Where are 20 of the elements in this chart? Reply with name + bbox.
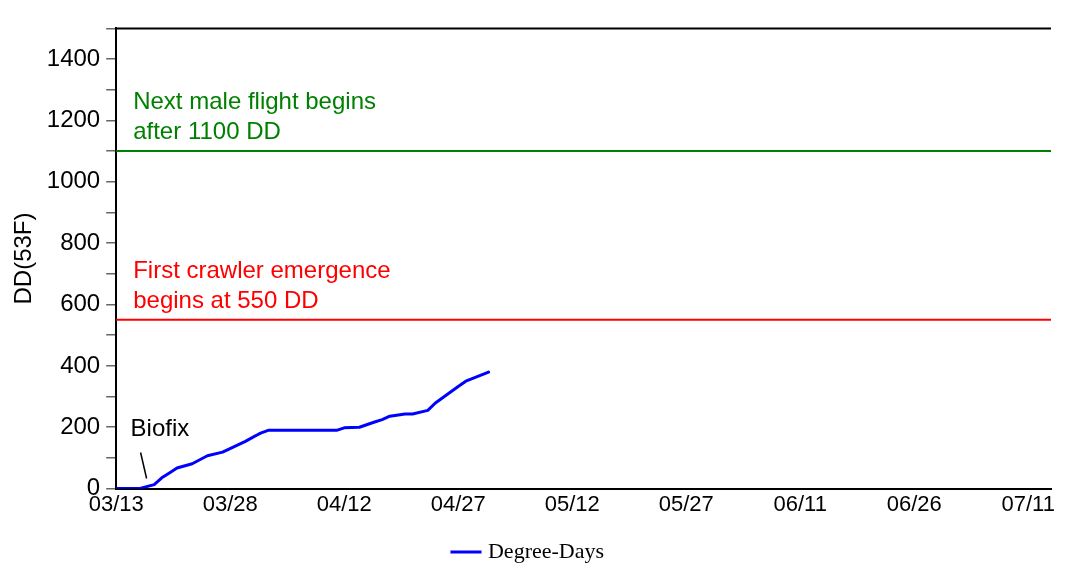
x-tick-label: 04/12: [316, 490, 372, 516]
x-tick-label: 05/27: [658, 490, 714, 516]
y-tick-label: 800: [60, 227, 101, 255]
x-tick-label: 05/12: [544, 490, 600, 516]
x-tick-label: 04/27: [430, 490, 486, 516]
x-tick-label: 06/11: [773, 490, 827, 516]
y-axis-title: DD(53F): [9, 212, 37, 305]
y-tick-label: 1000: [46, 166, 101, 194]
y-tick-label: 200: [60, 411, 101, 439]
ref-line-label: Next male flight begins after 1100 DD: [133, 87, 376, 145]
x-tick-label: 06/26: [886, 490, 942, 516]
y-tick-label: 400: [60, 350, 101, 378]
x-tick-label: 03/28: [202, 490, 258, 516]
legend-label: Degree-Days: [487, 537, 605, 563]
y-tick-label: 600: [60, 289, 101, 317]
y-tick-label: 1200: [46, 105, 101, 133]
x-tick-label: 07/11: [1001, 490, 1055, 516]
annotation: Biofix: [130, 414, 190, 442]
y-tick-label: 1400: [46, 43, 101, 71]
ref-line-label: First crawler emergence begins at 550 DD: [133, 255, 391, 313]
